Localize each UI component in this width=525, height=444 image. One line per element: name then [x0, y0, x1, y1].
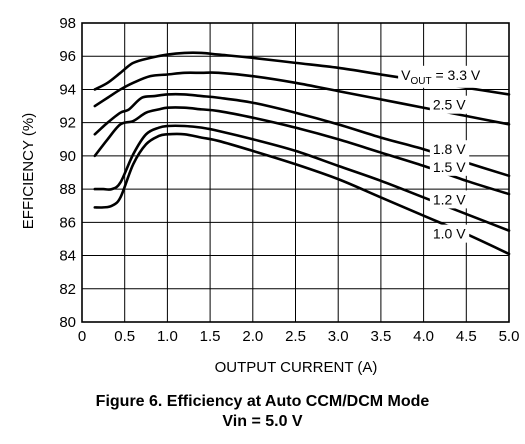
series-label: 1.8 V: [429, 140, 470, 159]
efficiency-chart: 0 0.5 1.0 1.5 2.0 2.5 3.0 3.5 4.0 4.5 5.0 80 82 84 86 8…: [20, 15, 519, 376]
x-tick-label: 2.0: [242, 328, 263, 345]
series-label-text: VOUT = 3.3 V: [401, 67, 481, 87]
y-tick-label: 80: [59, 314, 76, 331]
y-tick-label: 86: [59, 214, 76, 231]
series-line: [93, 106, 511, 196]
series-label: 1.2 V: [429, 190, 470, 209]
y-tick-label: 84: [59, 248, 76, 265]
plot-frame: [81, 22, 510, 323]
x-tick-label: 1.0: [157, 328, 178, 345]
series-label-text: 1.5 V: [433, 159, 466, 175]
series-label: 1.5 V: [429, 157, 470, 176]
series-line: [93, 132, 511, 256]
series-label-background: [429, 157, 470, 176]
y-tick-label: 90: [59, 148, 76, 165]
y-tick-label: 88: [59, 181, 76, 198]
x-tick-label: 3.0: [328, 328, 349, 345]
series-label-background: [429, 95, 470, 114]
x-tick-label: 3.5: [370, 328, 391, 345]
series-line: [93, 92, 511, 178]
x-tick-label: 4.5: [456, 328, 477, 345]
y-axis-title: EFFICIENCY (%): [20, 113, 37, 229]
x-tick-label: 1.5: [200, 328, 221, 345]
series-label: 2.5 V: [429, 95, 470, 114]
x-tick-label: 5.0: [499, 328, 520, 345]
series-label-text: 1.2 V: [433, 191, 466, 207]
y-tick-label: 98: [59, 15, 76, 32]
series-line: [93, 124, 511, 232]
series-label-text: 2.5 V: [433, 97, 466, 113]
figure-caption: Figure 6. Efficiency at Auto CCM/DCM Mod…: [95, 393, 430, 410]
series-label: 1.0 V: [429, 224, 470, 243]
series-labels: VOUT = 3.3 V 2.5 V 1.8 V 1.5 V 1.2 V 1.0 V: [398, 65, 484, 243]
x-tick-label: 4.0: [413, 328, 434, 345]
series-line: [93, 71, 511, 126]
series-label-background: [398, 65, 484, 88]
y-tick-label: 82: [59, 281, 76, 298]
plot-border: [81, 22, 510, 323]
series-label: VOUT = 3.3 V: [398, 65, 484, 88]
x-tick-label: 0.5: [114, 328, 135, 345]
series-label-text: 1.0 V: [433, 226, 466, 242]
series-label-text: 1.8 V: [433, 141, 466, 157]
x-tick-label: 0: [78, 328, 86, 345]
x-tick-label: 2.5: [285, 328, 306, 345]
y-tick-label: 94: [59, 81, 76, 98]
x-axis-title: OUTPUT CURRENT (A): [215, 359, 378, 376]
series-label-background: [429, 190, 470, 209]
y-tick-label: 92: [59, 115, 76, 132]
series-label-background: [429, 224, 470, 243]
tick-labels: 0 0.5 1.0 1.5 2.0 2.5 3.0 3.5 4.0 4.5 5.0 80 82 84 86 8…: [59, 15, 519, 345]
y-tick-label: 96: [59, 48, 76, 65]
figure-caption-condition: Vin = 5.0 V: [222, 413, 303, 430]
series-label-background: [429, 140, 470, 159]
